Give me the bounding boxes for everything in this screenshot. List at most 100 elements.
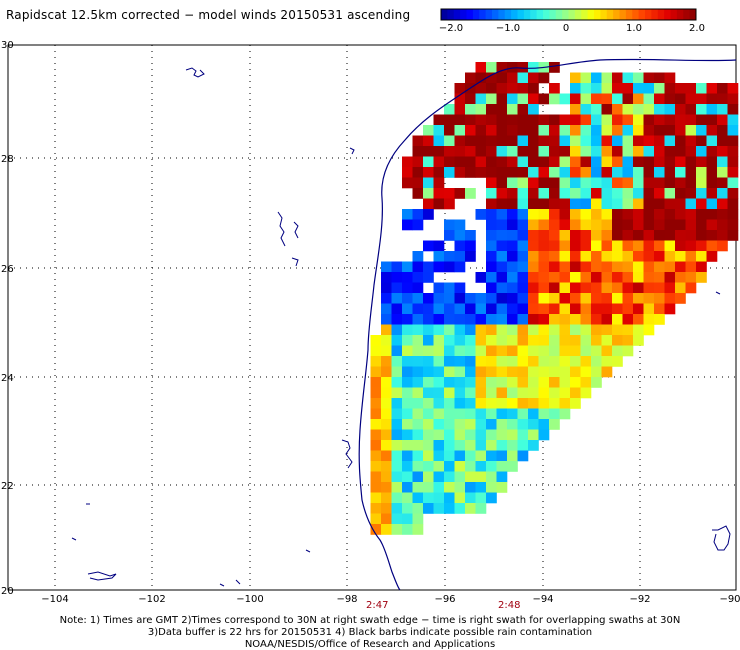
wind-cell bbox=[507, 198, 518, 210]
wind-cell bbox=[402, 156, 413, 168]
wind-cell bbox=[454, 93, 466, 105]
wind-cell bbox=[706, 135, 718, 147]
wind-cell bbox=[444, 366, 455, 378]
wind-cell bbox=[685, 167, 697, 178]
wind-cell bbox=[559, 335, 571, 346]
wind-cell bbox=[412, 251, 424, 262]
wind-cell bbox=[570, 303, 581, 315]
wind-cell bbox=[433, 450, 445, 462]
wind-cell bbox=[601, 83, 613, 94]
wind-cell bbox=[444, 440, 455, 451]
wind-cell bbox=[580, 240, 592, 252]
wind-cell bbox=[633, 272, 644, 283]
wind-cell bbox=[412, 492, 424, 504]
wind-cell bbox=[517, 114, 529, 126]
wind-cell bbox=[664, 240, 676, 252]
wind-cell bbox=[496, 429, 508, 441]
colorbar-cell bbox=[568, 9, 576, 20]
wind-cell bbox=[517, 398, 529, 409]
wind-cell bbox=[412, 482, 424, 493]
wind-cell bbox=[601, 251, 613, 262]
wind-cell bbox=[633, 230, 644, 241]
wind-cell bbox=[402, 293, 413, 304]
wind-cell bbox=[496, 366, 508, 378]
wind-cell bbox=[496, 282, 508, 294]
wind-cell bbox=[486, 398, 497, 409]
wind-cell bbox=[423, 293, 434, 304]
wind-cell bbox=[654, 251, 665, 262]
wind-cell bbox=[580, 314, 592, 325]
wind-cell bbox=[612, 125, 623, 136]
wind-cell bbox=[454, 156, 466, 168]
wind-cell bbox=[402, 219, 413, 231]
wind-cell bbox=[601, 209, 613, 220]
wind-cell bbox=[559, 240, 571, 252]
wind-cell bbox=[528, 324, 539, 336]
wind-cell bbox=[580, 335, 592, 346]
wind-cell bbox=[591, 261, 602, 273]
wind-cell bbox=[612, 293, 623, 304]
colorbar-tick-label: 1.0 bbox=[626, 23, 642, 34]
wind-cell bbox=[475, 398, 487, 409]
wind-cell bbox=[486, 293, 497, 304]
wind-cell bbox=[433, 135, 445, 147]
wind-cell bbox=[507, 440, 518, 451]
wind-cell bbox=[444, 198, 455, 210]
wind-cell bbox=[664, 198, 676, 210]
wind-cell bbox=[580, 167, 592, 178]
colorbar-cell bbox=[625, 9, 633, 20]
wind-cell bbox=[465, 345, 476, 357]
wind-cell bbox=[517, 135, 529, 147]
wind-cell bbox=[727, 177, 739, 189]
wind-cell bbox=[433, 114, 445, 126]
wind-cell bbox=[433, 429, 445, 441]
plot-title: Rapidscat 12.5km corrected − model winds… bbox=[6, 8, 411, 22]
wind-cell bbox=[391, 513, 403, 525]
wind-cell bbox=[622, 261, 634, 273]
colorbar-cell bbox=[536, 9, 544, 20]
wind-cell bbox=[601, 177, 613, 189]
wind-cell bbox=[370, 450, 382, 462]
wind-cell bbox=[622, 125, 634, 136]
wind-cell bbox=[412, 314, 424, 325]
wind-cell bbox=[654, 282, 665, 294]
colorbar-cell bbox=[664, 9, 671, 20]
wind-cell bbox=[717, 135, 728, 147]
wind-cell bbox=[685, 125, 697, 136]
wind-cell bbox=[433, 303, 445, 315]
wind-cell bbox=[685, 198, 697, 210]
pass-time-right: 2:48 bbox=[498, 600, 521, 611]
wind-cell bbox=[423, 429, 434, 441]
wind-cell bbox=[538, 293, 550, 304]
wind-cell bbox=[423, 146, 434, 157]
wind-cell bbox=[433, 503, 445, 514]
wind-cell bbox=[538, 93, 550, 105]
wind-cell bbox=[507, 461, 518, 472]
wind-cell bbox=[612, 114, 623, 126]
wind-cell bbox=[528, 209, 539, 220]
latitude-tick-labels: 30 28 26 24 22 20 bbox=[1, 40, 14, 597]
wind-cell bbox=[549, 209, 560, 220]
wind-cell bbox=[454, 398, 466, 409]
wind-cell bbox=[423, 408, 434, 420]
wind-cell bbox=[423, 125, 434, 136]
wind-cell bbox=[633, 188, 644, 199]
wind-cell bbox=[402, 377, 413, 388]
wind-cell bbox=[643, 261, 655, 273]
wind-cell bbox=[580, 261, 592, 273]
wind-cell bbox=[643, 324, 655, 336]
wind-cell bbox=[465, 72, 476, 84]
wind-cell bbox=[486, 345, 497, 357]
wind-cell bbox=[570, 377, 581, 388]
wind-cell bbox=[591, 72, 602, 84]
wind-cell bbox=[402, 503, 413, 514]
wind-cell bbox=[412, 387, 424, 399]
wind-cell bbox=[612, 240, 623, 252]
wind-cell bbox=[549, 324, 560, 336]
wind-cell bbox=[444, 282, 455, 294]
wind-cell bbox=[591, 251, 602, 262]
wind-cell bbox=[412, 177, 424, 189]
wind-cell bbox=[601, 272, 613, 283]
wind-cell bbox=[727, 114, 739, 126]
wind-cell bbox=[507, 335, 518, 346]
